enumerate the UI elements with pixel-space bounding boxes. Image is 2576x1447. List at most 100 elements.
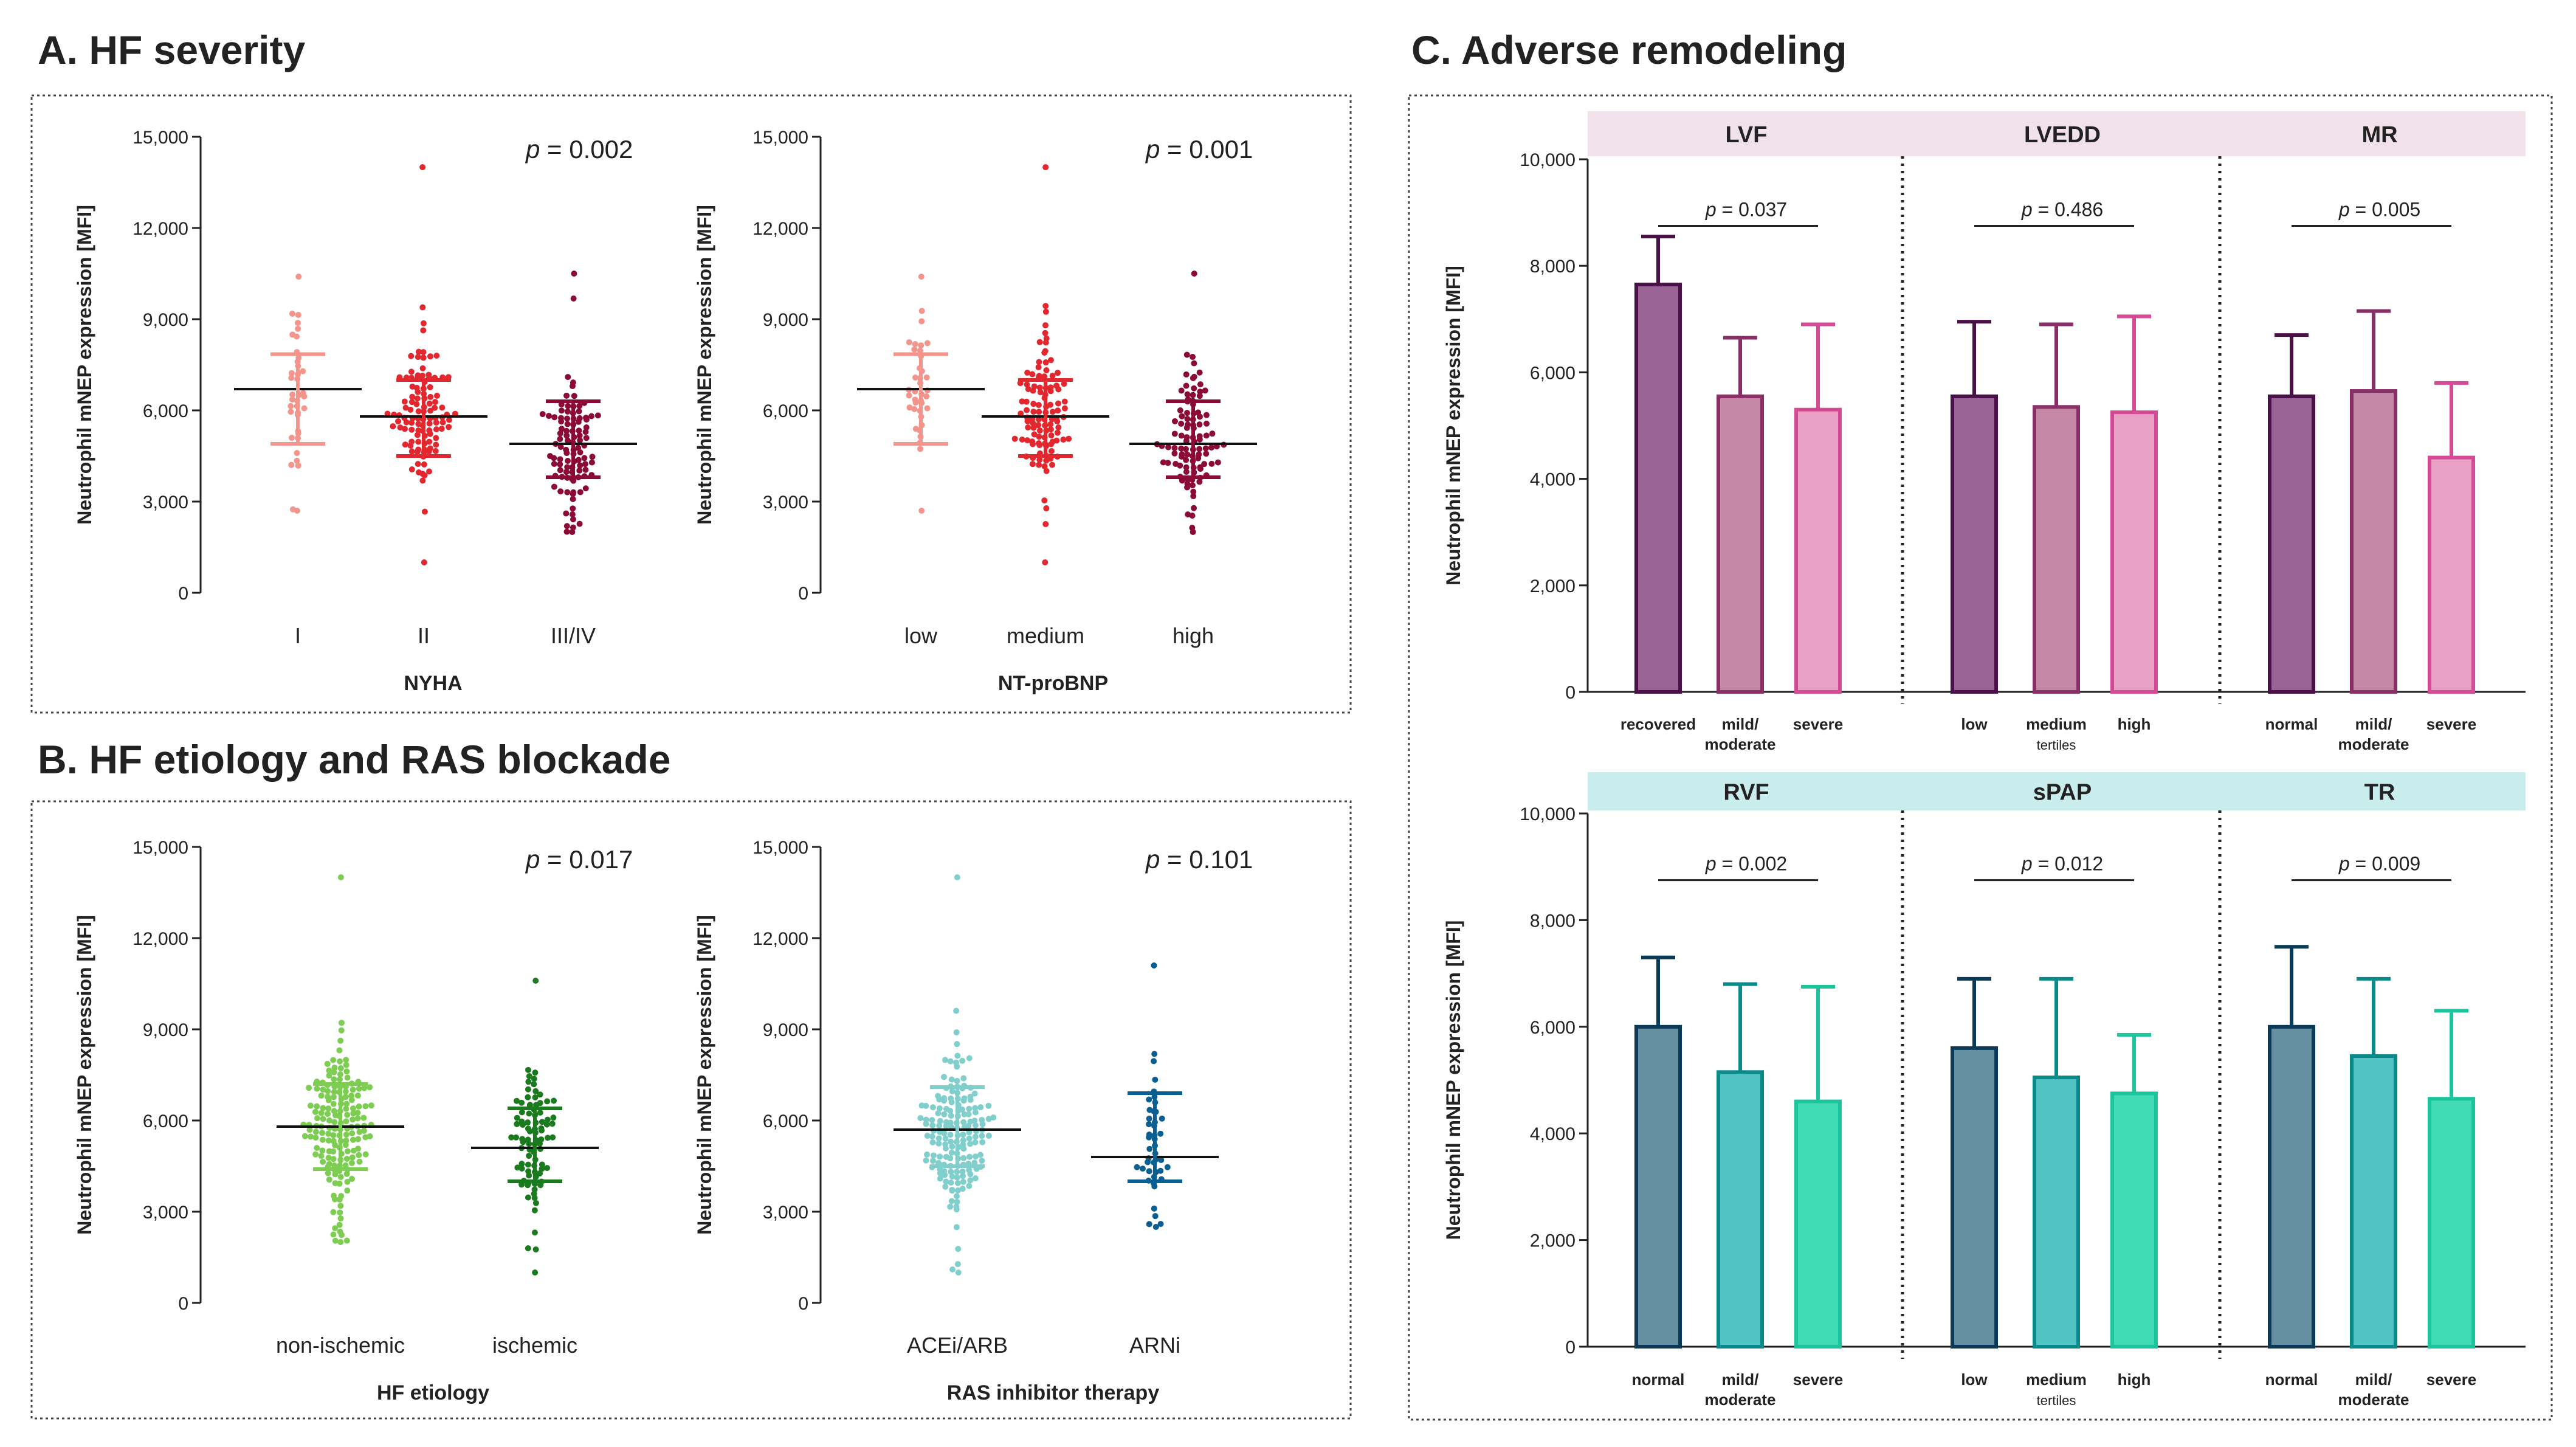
data-point [948, 1179, 954, 1186]
data-point [1183, 446, 1190, 452]
data-point [525, 1086, 531, 1093]
data-point [518, 1118, 525, 1125]
data-point [966, 1055, 973, 1062]
data-point [1035, 402, 1042, 409]
data-point [289, 506, 296, 513]
data-point [427, 393, 434, 400]
data-point [1202, 387, 1208, 394]
data-point [1183, 434, 1190, 441]
data-point [408, 353, 415, 359]
data-point [1042, 559, 1049, 565]
data-point [433, 352, 440, 359]
data-point [1178, 445, 1185, 452]
data-point [1042, 359, 1049, 366]
data-point [525, 1119, 531, 1126]
data-point [953, 1203, 960, 1210]
y-tick-label: 15,000 [752, 838, 808, 858]
data-point [1214, 459, 1221, 466]
data-point [557, 436, 563, 443]
data-point [337, 1071, 343, 1077]
data-point [1202, 445, 1209, 452]
data-point [330, 1156, 337, 1162]
data-point [582, 461, 588, 468]
data-point [936, 1122, 943, 1129]
x-category-label: normal [1632, 1370, 1685, 1389]
data-point [300, 368, 306, 375]
data-point [1066, 435, 1072, 442]
p-value-label: p = 0.009 [2338, 853, 2420, 875]
data-point [532, 1069, 539, 1076]
data-point [356, 1158, 363, 1165]
data-point [990, 1114, 997, 1121]
y-tick-label: 6,000 [763, 401, 808, 421]
data-point [1151, 1205, 1157, 1212]
data-point [319, 1130, 326, 1136]
data-point [362, 1151, 369, 1158]
group-name: TR [2364, 780, 2395, 806]
data-point [563, 510, 570, 517]
data-point [1197, 381, 1204, 388]
data-point [954, 1198, 960, 1205]
data-point [526, 1152, 532, 1159]
data-point [960, 1155, 967, 1161]
data-point [1061, 381, 1067, 387]
data-point [1031, 431, 1038, 438]
data-point [564, 464, 571, 471]
data-point [564, 415, 571, 422]
data-point [337, 1215, 344, 1221]
data-point [935, 1110, 942, 1117]
data-point [525, 1245, 531, 1252]
data-point [1041, 463, 1048, 469]
data-point [526, 1073, 532, 1080]
data-point [955, 1269, 962, 1276]
data-point [917, 347, 923, 354]
data-point [531, 1076, 537, 1082]
data-point [1042, 348, 1049, 354]
data-point [972, 1175, 979, 1182]
data-point [367, 1084, 373, 1091]
data-point [576, 415, 583, 421]
data-point [433, 392, 440, 399]
data-point [446, 424, 452, 430]
data-point [312, 1134, 319, 1141]
data-point [1179, 451, 1185, 458]
data-point [420, 320, 427, 326]
data-point [539, 1119, 545, 1125]
data-point [589, 454, 596, 460]
data-point [1178, 432, 1185, 439]
data-point [912, 396, 918, 403]
data-point [918, 342, 925, 349]
x-category-label: ARNi [1129, 1333, 1180, 1358]
data-point [525, 1161, 531, 1168]
data-point [420, 349, 427, 356]
data-point [384, 410, 391, 417]
data-point [337, 1076, 343, 1083]
data-point [319, 1147, 326, 1154]
data-point [948, 1198, 955, 1204]
data-point [308, 1133, 314, 1140]
data-point [942, 1183, 949, 1190]
data-point [575, 457, 582, 463]
y-tick-label: 10,000 [1520, 804, 1576, 824]
x-axis-title: NYHA [404, 672, 462, 695]
data-point [1159, 1115, 1165, 1122]
data-point [966, 1105, 973, 1112]
y-tick-label: 2,000 [1530, 576, 1576, 596]
data-point [419, 477, 426, 484]
data-point [518, 1099, 525, 1106]
data-point [571, 393, 577, 399]
data-point [288, 461, 295, 468]
data-point [1171, 450, 1178, 457]
data-point [421, 461, 427, 468]
data-point [1190, 488, 1197, 495]
data-point [960, 1141, 966, 1148]
data-point [1043, 367, 1050, 373]
y-tick-label: 12,000 [133, 929, 188, 949]
x-category-label: low [1961, 715, 1988, 733]
data-point [571, 271, 577, 277]
data-point [427, 407, 434, 414]
data-point [936, 1105, 943, 1112]
data-point [563, 523, 570, 530]
data-point [942, 1057, 948, 1063]
data-point [912, 374, 918, 381]
